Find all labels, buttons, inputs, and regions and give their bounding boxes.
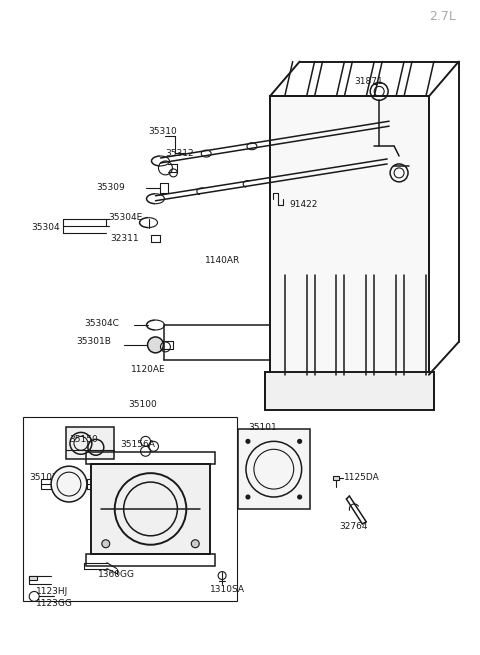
Circle shape (298, 440, 301, 443)
Text: 1125DA: 1125DA (344, 473, 380, 481)
Text: 35304E: 35304E (109, 213, 143, 222)
Circle shape (147, 337, 164, 353)
Text: 35312: 35312 (166, 149, 194, 157)
Bar (41, 479, 51, 489)
Circle shape (51, 466, 87, 502)
Text: 35102: 35102 (29, 473, 58, 481)
Circle shape (246, 495, 250, 499)
Bar (29, 576, 37, 580)
Text: 1360GG: 1360GG (98, 570, 135, 579)
Text: 35100: 35100 (129, 400, 157, 409)
Bar (334, 476, 339, 480)
Circle shape (298, 495, 301, 499)
Text: 2.7L: 2.7L (429, 10, 456, 24)
Text: 32764: 32764 (339, 522, 368, 531)
Text: 35304C: 35304C (84, 318, 119, 328)
Bar (265, 372, 434, 409)
Bar (66, 428, 114, 459)
Text: 91422: 91422 (290, 200, 318, 209)
Circle shape (102, 540, 110, 548)
Text: 35304: 35304 (31, 223, 60, 232)
Text: 35156A: 35156A (120, 440, 156, 449)
Bar (86, 553, 215, 566)
Text: 35150: 35150 (69, 435, 98, 444)
Bar (87, 479, 97, 489)
Bar (270, 96, 429, 375)
Bar (23, 417, 237, 601)
Circle shape (246, 440, 250, 443)
Text: 31871: 31871 (354, 77, 383, 86)
Text: 35310: 35310 (148, 126, 177, 136)
Text: 1140AR: 1140AR (205, 256, 240, 265)
Circle shape (192, 540, 199, 548)
Text: 1310SA: 1310SA (210, 585, 245, 594)
Bar (91, 464, 210, 553)
Bar (238, 430, 310, 509)
Bar (86, 452, 215, 464)
Text: 35301B: 35301B (76, 337, 111, 346)
Text: 1123HJ: 1123HJ (36, 587, 69, 596)
Text: 1120AE: 1120AE (131, 365, 165, 374)
Text: 35101: 35101 (248, 423, 276, 432)
Text: 35309: 35309 (96, 183, 125, 193)
Text: 1123GG: 1123GG (36, 599, 73, 608)
Text: 32311: 32311 (111, 234, 139, 243)
